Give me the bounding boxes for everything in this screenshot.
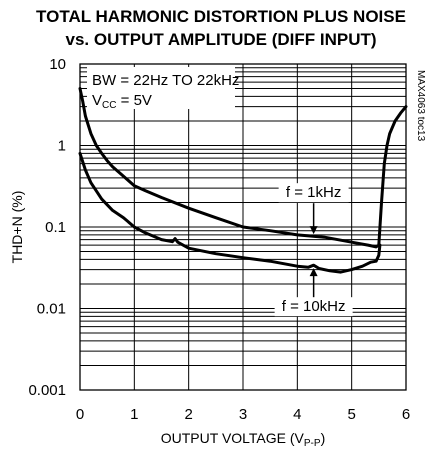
annotation-label-bg [274,297,353,317]
x-tick-label: 0 [76,406,84,423]
annotation-label-1khz: f = 1kHz [286,184,341,201]
chart-title-line1: TOTAL HARMONIC DISTORTION PLUS NOISE [36,7,406,26]
y-tick-label: 0.01 [37,301,66,318]
x-tick-labels: 0 1 2 3 4 5 6 [76,406,410,423]
y-tick-label: 0.001 [28,382,66,399]
annotations: f = 1kHz f = 10kHz [274,183,353,317]
vcc-condition: VCC = 5V [92,92,152,111]
y-axis-label: THD+N (%) [9,191,25,264]
figure-id-label: MAX4063 toc13 [415,70,426,142]
series-lines [78,87,408,274]
y-tick-label: 1 [58,138,66,155]
series-line-10khz [78,151,382,274]
series-line-1khz [78,87,408,249]
x-tick-label: 1 [130,406,138,423]
y-tick-labels: 0.001 0.01 0.1 1 10 [28,56,66,399]
x-axis-label: OUTPUT VOLTAGE (VP-P) [161,430,325,449]
bw-condition: BW = 22Hz TO 22kHz [92,72,239,89]
x-tick-label: 4 [293,406,301,423]
x-tick-label: 3 [239,406,247,423]
annotation-label-bg [278,183,349,203]
x-tick-label: 2 [184,406,192,423]
annotation-label-10khz: f = 10kHz [282,298,346,315]
y-tick-label: 10 [49,56,66,73]
y-tick-label: 0.1 [45,219,66,236]
chart-title-line2: vs. OUTPUT AMPLITUDE (DIFF INPUT) [65,30,376,49]
conditions-box [87,67,235,109]
x-tick-label: 5 [347,406,355,423]
plot-frame [79,63,407,391]
arrow-up-icon [309,268,318,277]
x-tick-label: 6 [402,406,410,423]
arrow-down-icon [309,226,318,235]
